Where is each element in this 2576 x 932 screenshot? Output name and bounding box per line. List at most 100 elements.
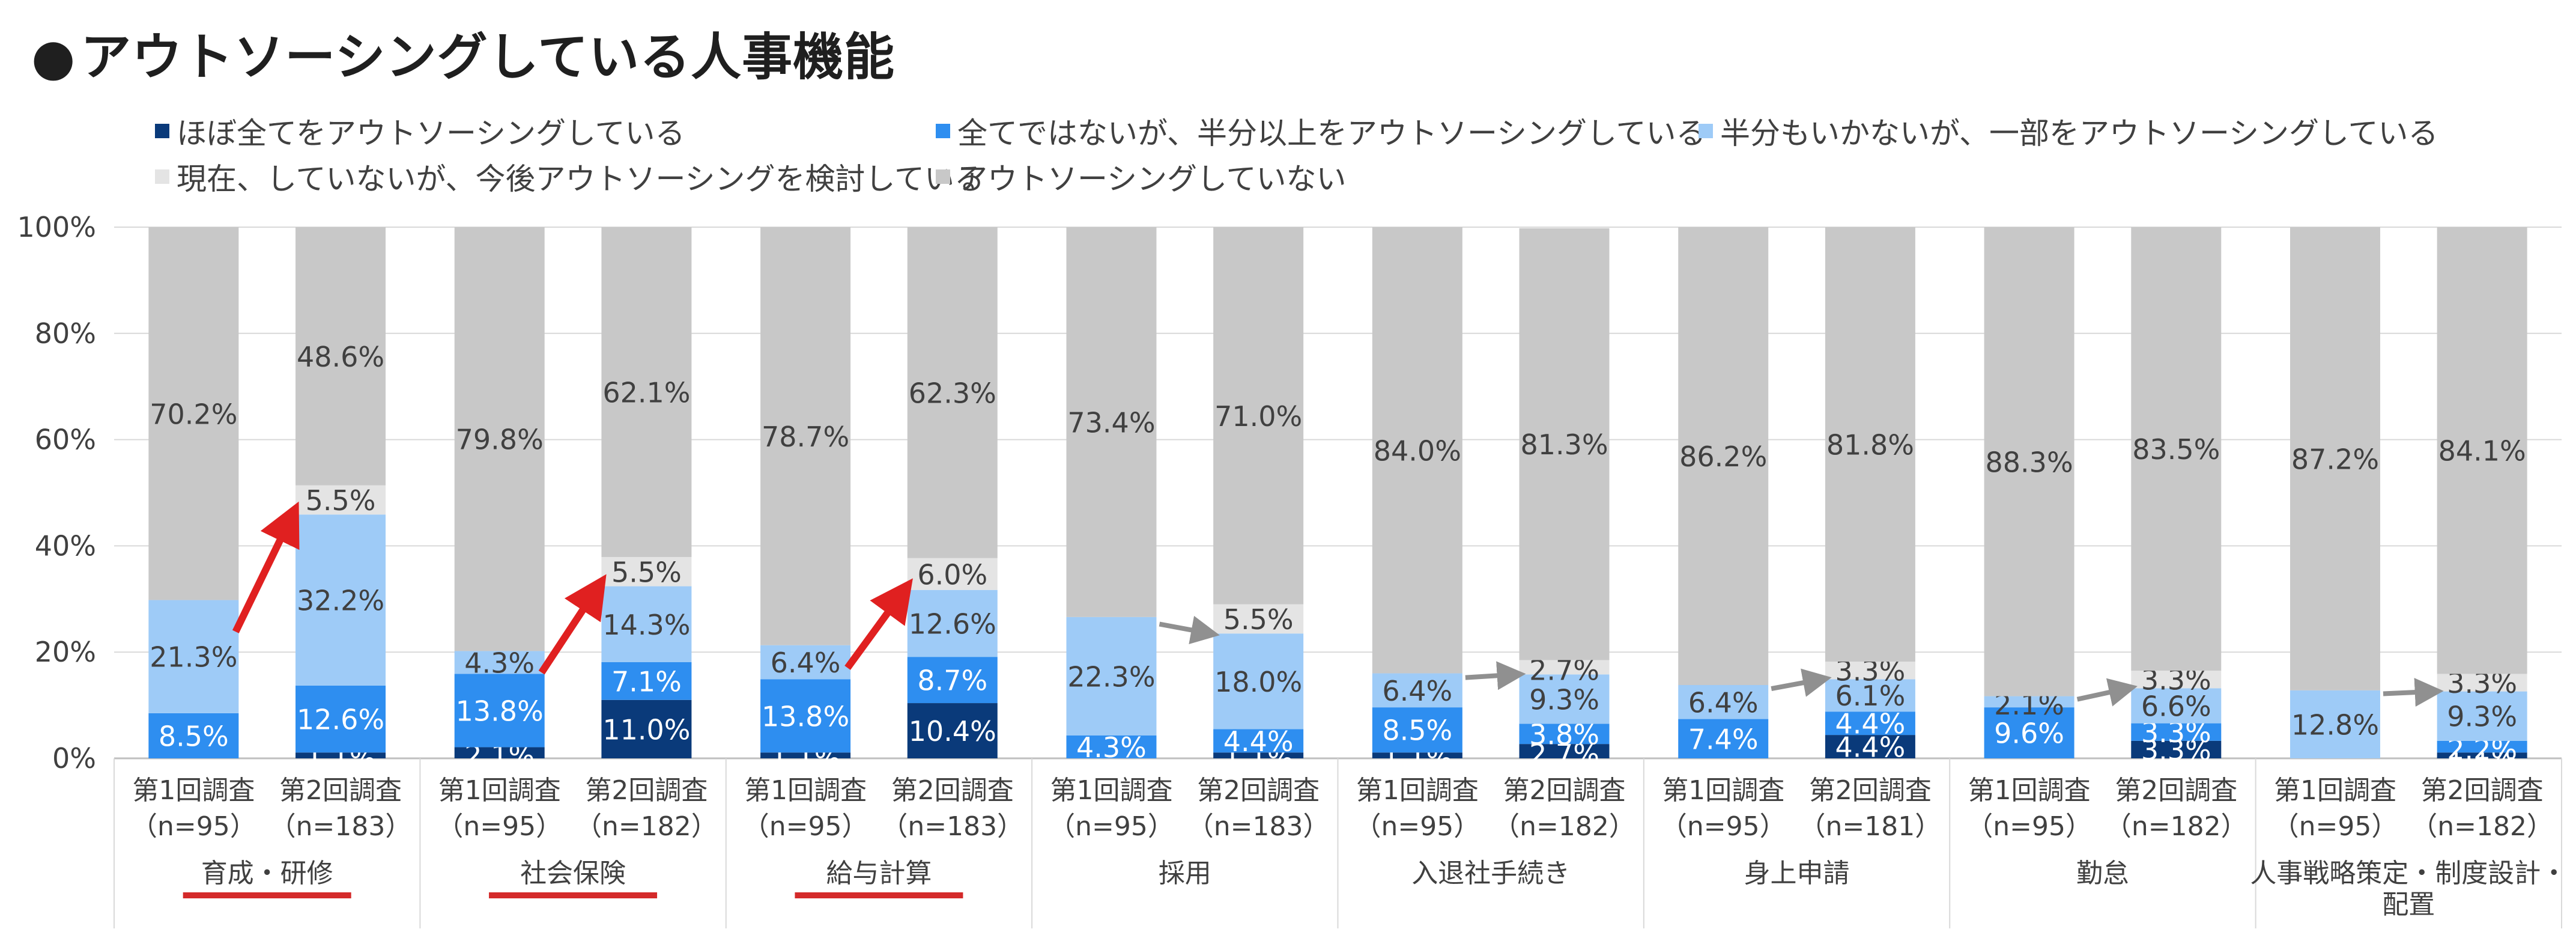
x-tick-sample-size: （n=95） [743,811,868,842]
data-label: 6.4% [1688,686,1759,719]
data-label: 14.3% [602,609,690,641]
growth-arrow [538,574,607,675]
data-label: 12.6% [909,608,996,640]
bar-segment [760,645,851,680]
bar-segment [1372,673,1462,708]
data-label: 4.4% [1223,725,1294,758]
data-label: 48.6% [297,341,384,373]
bar-segment [454,227,545,651]
x-tick-label: 第2回調査 [1809,775,1932,806]
bar-segment [2437,740,2527,753]
bar-segment [1825,679,1915,712]
x-tick-sample-size: （n=95） [1966,811,2092,842]
y-tick-label-20: 20% [35,636,96,668]
x-tick-sample-size: （n=95） [1354,811,1480,842]
bar-segment [601,699,692,758]
data-label: 9.3% [2447,701,2517,733]
category-label: 育成・研修 [201,858,333,889]
category-label: 配置 [2382,889,2435,920]
y-tick-label-100: 100% [17,211,96,243]
data-label: 9.6% [1994,717,2064,750]
bar-segment [601,586,692,662]
bar-segment [1825,711,1915,736]
x-tick-label: 第2回調査 [2421,775,2544,806]
x-tick-sample-size: （n=182） [1493,811,1635,842]
bar-segment [295,227,386,486]
data-label: 6.1% [1835,680,1905,712]
bar-segment [1984,707,2074,758]
bar-segment [1984,227,2074,696]
trend-arrow [1465,661,1526,690]
bar-segment [2437,227,2527,674]
data-label: 7.4% [1688,723,1759,755]
x-tick-label: 第1回調査 [1662,775,1784,806]
legend-label-half-or-more: 全てではないが、半分以上をアウトソーシングしている [957,116,1706,151]
bar-segment [907,589,998,657]
bar-segment [1519,228,1610,660]
data-label: 18.0% [1214,666,1302,698]
bar-segment [1825,662,1915,680]
data-label: 83.5% [2132,433,2220,466]
bar-segment [907,703,998,758]
legend-item-half-or-more: 全てではないが、半分以上をアウトソーシングしている [936,109,1706,153]
x-tick-sample-size: （n=182） [575,811,718,842]
legend-label-all: ほぼ全てをアウトソーシングしている [177,116,685,151]
x-tick-sample-size: （n=95） [131,811,256,842]
x-tick-label: 第1回調査 [744,775,867,806]
bar-segment [1519,744,1610,758]
legend-item-all: ほぼ全てをアウトソーシングしている [155,109,685,153]
trend-arrow [1771,668,1832,697]
bar-segment [2437,691,2527,741]
data-label: 22.3% [1067,660,1155,693]
bar-segment [148,227,239,600]
bar-segment [2290,690,2380,758]
legend-swatch-less-than-half [1699,124,1713,138]
legend-item-not-outsourcing: アウトソーシングしていない [936,155,1347,198]
data-label: 4.4% [1835,731,1905,764]
legend-swatch-all [155,124,169,138]
x-tick-sample-size: （n=183） [881,811,1023,842]
category-label: 採用 [1159,858,1211,889]
bar-segment [1213,633,1304,729]
x-tick-label: 第2回調査 [1503,775,1626,806]
x-tick-label: 第1回調査 [438,775,561,806]
data-label: 86.2% [1679,440,1767,473]
bar-segment [1678,685,1769,719]
x-tick-label: 第1回調査 [132,775,255,806]
legend-swatch-considering [155,169,169,184]
category-label: 社会保険 [520,858,626,889]
x-tick-label: 第2回調査 [1197,775,1320,806]
bar-segment [601,662,692,700]
bar-segment [1825,735,1915,758]
x-tick-label: 第1回調査 [1050,775,1172,806]
x-tick-sample-size: （n=182） [2105,811,2247,842]
legend-item-considering: 現在、していないが、今後アウトソーシングを検討している [155,155,984,198]
bar-segment [1678,227,1769,686]
bar-segment [907,227,998,558]
bar-segment [1678,719,1769,758]
x-tick-sample-size: （n=95） [1661,811,1786,842]
x-tick-label: 第2回調査 [279,775,402,806]
data-label: 88.3% [1986,446,2073,478]
data-label: 6.4% [771,647,841,679]
bar-segment [2290,227,2380,690]
y-tick-label-80: 80% [35,317,96,350]
bar-segment [2131,740,2222,758]
bar-segment [1213,752,1304,758]
bar-segment [907,657,998,704]
bar-segment [2437,752,2527,758]
data-label: 84.0% [1374,434,1461,467]
bar-segment [601,227,692,557]
bar-segment [2131,227,2222,671]
x-tick-label: 第1回調査 [1356,775,1479,806]
bar-segment [295,485,386,515]
data-label: 62.1% [602,376,690,409]
bar-segment [1984,696,2074,708]
x-tick-sample-size: （n=183） [270,811,412,842]
data-label: 8.5% [159,720,229,752]
legend-label-considering: 現在、していないが、今後アウトソーシングを検討している [177,162,984,196]
bar-segment [760,752,851,758]
data-label: 13.8% [762,700,849,733]
legend-label-less-than-half: 半分もいかないが、一部をアウトソーシングしている [1720,116,2438,151]
